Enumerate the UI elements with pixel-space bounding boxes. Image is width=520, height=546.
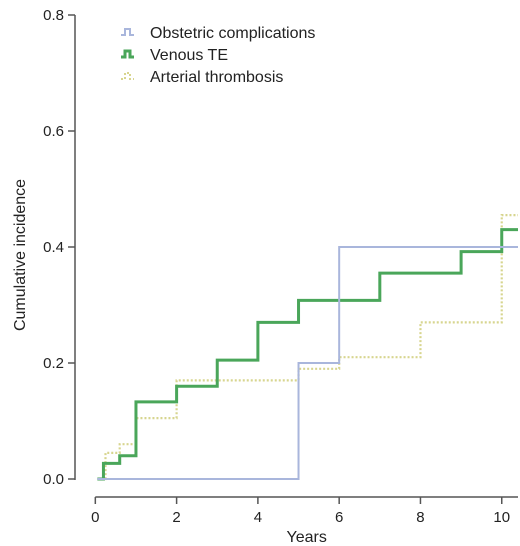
x-axis-title: Years <box>286 529 326 546</box>
series-layer <box>97 214 518 481</box>
x-tick-label: 0 <box>91 509 99 526</box>
series-line-venous-te <box>97 228 518 481</box>
legend-swatch-arterial-thrombosis <box>121 72 134 80</box>
legend-label-venous-te: Venous TE <box>150 47 228 64</box>
x-tick-label: 10 <box>493 509 510 526</box>
x-tick-label: 2 <box>172 509 180 526</box>
legend-swatch-obstetric-complications <box>121 28 134 36</box>
legend-swatch-venous-te <box>121 49 134 59</box>
axes-layer: 0.0 0.2 0.4 0.6 0.8 0 2 4 6 8 10 <box>43 7 518 526</box>
series-line-arterial-thrombosis <box>97 214 518 481</box>
y-tick-label: 0.2 <box>43 355 64 372</box>
series-line-obstetric-complications <box>97 246 518 480</box>
y-tick-label: 0.6 <box>43 123 64 140</box>
y-tick-label: 0.4 <box>43 239 64 256</box>
legend-label-arterial-thrombosis: Arterial thrombosis <box>150 69 283 86</box>
y-axis-title: Cumulative incidence <box>12 179 29 331</box>
y-tick-label: 0.0 <box>43 471 64 488</box>
legend-label-obstetric-complications: Obstetric complications <box>150 25 315 42</box>
x-tick-label: 8 <box>416 509 424 526</box>
y-tick-label: 0.8 <box>43 7 64 24</box>
x-tick-label: 4 <box>254 509 262 526</box>
legend: Obstetric complications Venous TE Arterial… <box>121 25 315 86</box>
x-tick-label: 6 <box>335 509 343 526</box>
